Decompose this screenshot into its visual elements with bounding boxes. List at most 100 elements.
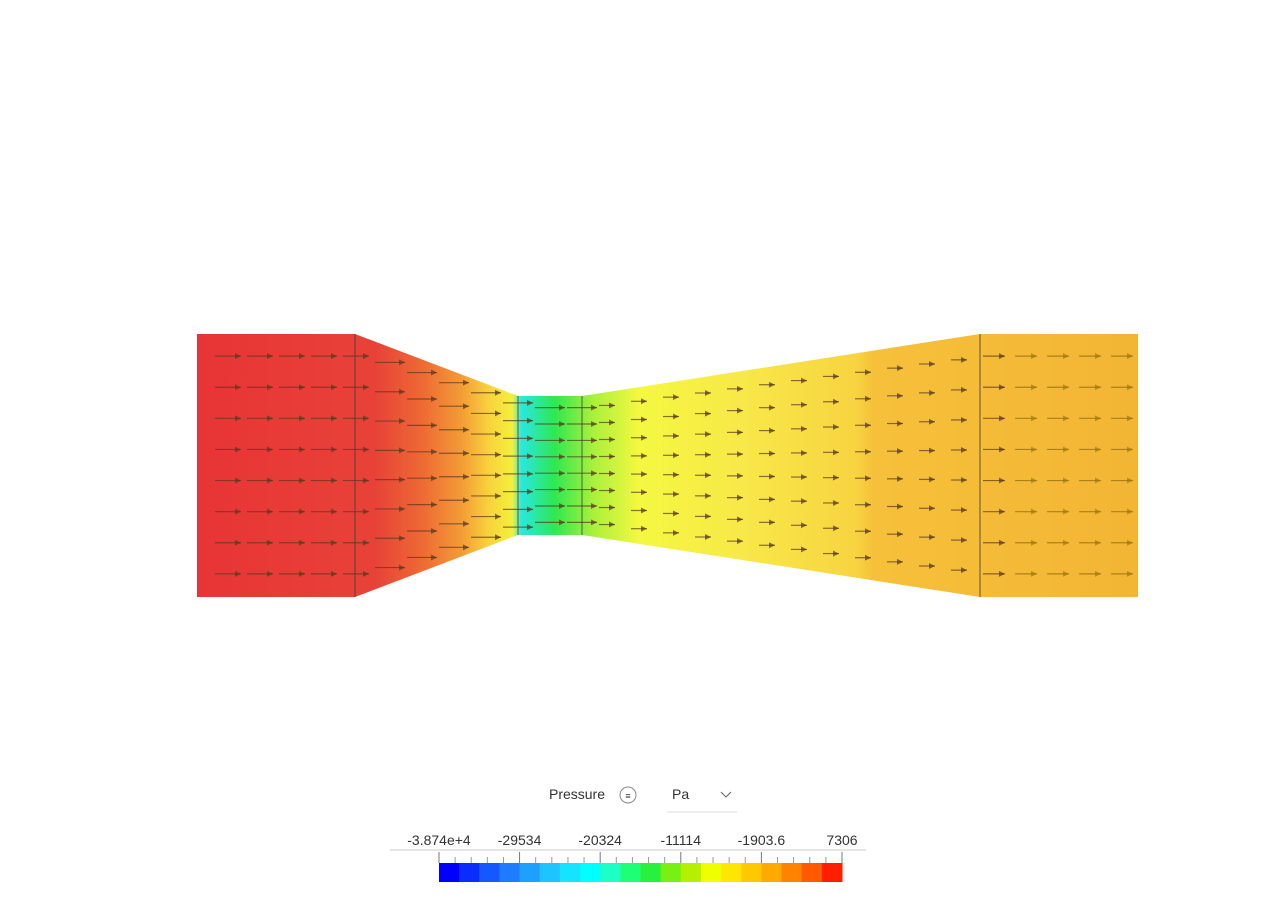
vector-head	[1127, 415, 1133, 422]
vector-head	[267, 415, 273, 422]
vector-head	[1063, 570, 1069, 577]
vector-head	[331, 353, 337, 360]
vector-head	[897, 420, 903, 427]
vector-head	[737, 516, 743, 523]
vector-head	[801, 377, 807, 384]
vector-head	[591, 421, 597, 428]
vector-head	[1095, 415, 1101, 422]
vector-head	[929, 476, 935, 483]
vector-head	[673, 452, 679, 459]
vector-head	[463, 450, 469, 457]
vector-head	[299, 570, 305, 577]
vector-head	[235, 477, 241, 484]
vector-head	[641, 416, 647, 423]
vector-head	[299, 446, 305, 453]
vector-head	[961, 477, 967, 484]
vector-head	[705, 472, 711, 479]
color-swatch	[680, 863, 702, 882]
vector-head	[591, 453, 597, 460]
vector-head	[1031, 353, 1037, 360]
vector-head	[609, 402, 615, 409]
vector-head	[559, 502, 565, 509]
color-swatch	[559, 863, 581, 882]
vector-head	[865, 475, 871, 482]
vector-head	[609, 504, 615, 511]
vector-head	[769, 519, 775, 526]
vector-head	[609, 470, 615, 477]
vector-head	[1095, 477, 1101, 484]
vector-head	[833, 499, 839, 506]
colorbar-tick-label: 7306	[826, 832, 857, 848]
vector-head	[1095, 384, 1101, 391]
vector-head	[363, 415, 369, 422]
vector-head	[1063, 384, 1069, 391]
vector-head	[267, 384, 273, 391]
vector-head	[1095, 570, 1101, 577]
vector-head	[929, 418, 935, 425]
vector-head	[363, 384, 369, 391]
vector-head	[591, 404, 597, 411]
vector-head	[801, 401, 807, 408]
vector-head	[399, 388, 405, 395]
vector-head	[463, 403, 469, 410]
vector-head	[1063, 353, 1069, 360]
vector-head	[267, 477, 273, 484]
color-swatch	[439, 863, 460, 882]
vector-head	[399, 418, 405, 425]
legend-menu[interactable]	[619, 786, 637, 804]
vector-head	[235, 415, 241, 422]
vector-head	[527, 470, 533, 477]
color-swatch	[580, 863, 601, 882]
vector-head	[961, 567, 967, 574]
vector-head	[1031, 508, 1037, 515]
vector-head	[801, 449, 807, 456]
vector-head	[399, 476, 405, 483]
vector-head	[463, 473, 469, 480]
vector-head	[331, 384, 337, 391]
vector-head	[897, 392, 903, 399]
vector-head	[737, 407, 743, 414]
vector-head	[299, 415, 305, 422]
vector-head	[431, 475, 437, 482]
unit-dropdown-caret[interactable]	[720, 791, 732, 798]
vector-head	[641, 452, 647, 459]
vector-head	[559, 486, 565, 493]
vector-head	[463, 520, 469, 527]
color-swatch	[499, 863, 521, 882]
vector-head	[737, 494, 743, 501]
vector-head	[833, 525, 839, 532]
vector-head	[1127, 446, 1133, 453]
vector-head	[267, 353, 273, 360]
vector-head	[801, 498, 807, 505]
vector-head	[865, 395, 871, 402]
vector-head	[399, 447, 405, 454]
vector-head	[609, 453, 615, 460]
vector-head	[865, 448, 871, 455]
vector-head	[705, 451, 711, 458]
vector-head	[331, 415, 337, 422]
vector-head	[769, 381, 775, 388]
vector-head	[1127, 353, 1133, 360]
vector-head	[527, 488, 533, 495]
vector-head	[737, 451, 743, 458]
vector-head	[495, 492, 501, 499]
vector-head	[495, 389, 501, 396]
edges	[354, 334, 981, 597]
vector-head	[673, 432, 679, 439]
unit-select[interactable]: Pa	[672, 786, 689, 802]
vector-head	[399, 359, 405, 366]
vector-head	[929, 562, 935, 569]
vector-head	[431, 369, 437, 376]
vector-head	[897, 531, 903, 538]
vector-head	[705, 390, 711, 397]
vector-head	[1127, 384, 1133, 391]
vector-head	[431, 448, 437, 455]
vector-head	[363, 477, 369, 484]
vector-head	[1031, 539, 1037, 546]
colorbar-tick-label: -20324	[578, 832, 622, 848]
vector-head	[769, 404, 775, 411]
color-swatch	[801, 863, 823, 882]
vector-head	[801, 522, 807, 529]
vector-head	[705, 533, 711, 540]
